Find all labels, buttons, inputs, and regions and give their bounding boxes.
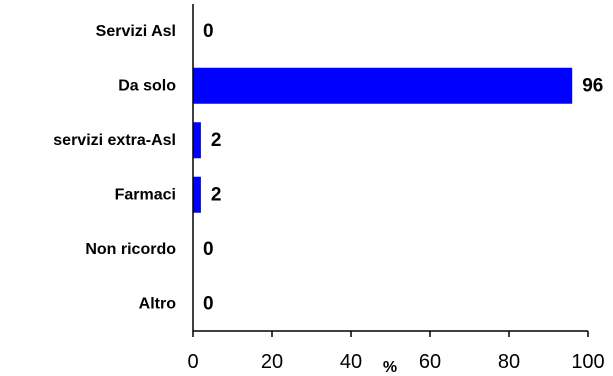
x-tick-label: 40 — [340, 351, 362, 373]
data-label: 2 — [211, 184, 222, 205]
data-label: 0 — [203, 293, 214, 314]
x-axis-ticks: 0 20 40 60 80 100 — [187, 331, 605, 373]
bars — [193, 67, 573, 213]
data-label: 0 — [203, 239, 214, 260]
category-label: Altro — [139, 295, 177, 312]
x-tick-label: 20 — [261, 351, 283, 373]
bar — [193, 67, 573, 104]
category-label: Farmaci — [115, 186, 176, 203]
axes — [192, 4, 588, 332]
category-label: Servizi Asl — [96, 23, 176, 40]
x-axis-title: % — [383, 359, 397, 376]
x-tick-label: 100 — [571, 351, 604, 373]
category-label: Non ricordo — [85, 241, 176, 258]
x-tick-label: 80 — [498, 351, 520, 373]
bar — [193, 176, 201, 213]
x-tick-label: 60 — [419, 351, 441, 373]
data-label: 96 — [582, 75, 603, 96]
category-label: servizi extra-Asl — [53, 132, 176, 149]
data-label: 0 — [203, 21, 214, 42]
category-labels: Servizi Asl Da solo servizi extra-Asl Farma… — [53, 23, 176, 313]
data-label: 2 — [211, 130, 222, 151]
data-labels: 0 96 2 2 0 0 — [203, 21, 603, 315]
category-label: Da solo — [118, 77, 176, 94]
bar — [193, 122, 201, 159]
x-tick-label: 0 — [187, 351, 198, 373]
